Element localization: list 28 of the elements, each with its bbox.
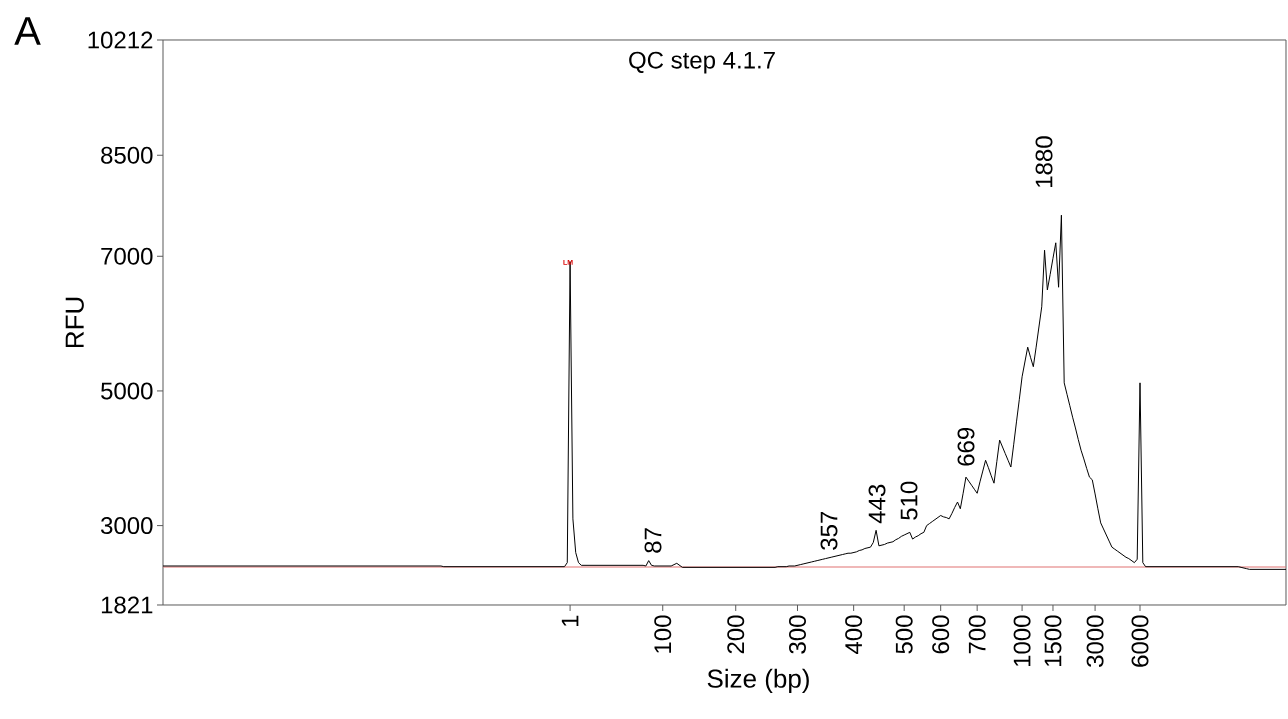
y-tick-label: 5000 — [101, 382, 153, 400]
x-tick-label: 300 — [789, 615, 806, 654]
x-tick-label: 3000 — [1086, 615, 1104, 667]
x-axis-title: Size (bp) — [707, 668, 809, 694]
annotation: 443 — [868, 484, 886, 524]
x-tick-label: 1500 — [1044, 615, 1062, 667]
annotation: 1880 — [1035, 136, 1053, 187]
x-tick-label: 6000 — [1131, 615, 1149, 667]
y-tick-label: 1821 — [101, 596, 153, 614]
x-tick-label: 200 — [727, 615, 745, 654]
y-tick-label: 10212 — [88, 31, 153, 49]
annotation: 669 — [957, 427, 975, 466]
x-tick-label: 700 — [968, 615, 986, 654]
annotation: 87 — [644, 528, 662, 553]
annotation: 510 — [900, 481, 918, 520]
y-tick-label: 7000 — [101, 247, 153, 265]
y-tick-label: 3000 — [100, 517, 153, 535]
x-tick-label: 100 — [654, 615, 672, 653]
x-tick-label: 1 — [561, 615, 579, 627]
annotation: 357 — [820, 511, 838, 550]
x-tick-label: 600 — [932, 615, 950, 654]
y-tick-label: 8500 — [101, 146, 153, 164]
x-tick-label: 1000 — [1013, 615, 1031, 667]
text: A — [14, 17, 41, 45]
x-tick-label: 400 — [845, 615, 863, 655]
chart-title: QC step 4.1.7 — [629, 51, 775, 74]
x-tick-label: 500 — [895, 615, 913, 654]
y-axis-title: RFU — [65, 297, 84, 348]
